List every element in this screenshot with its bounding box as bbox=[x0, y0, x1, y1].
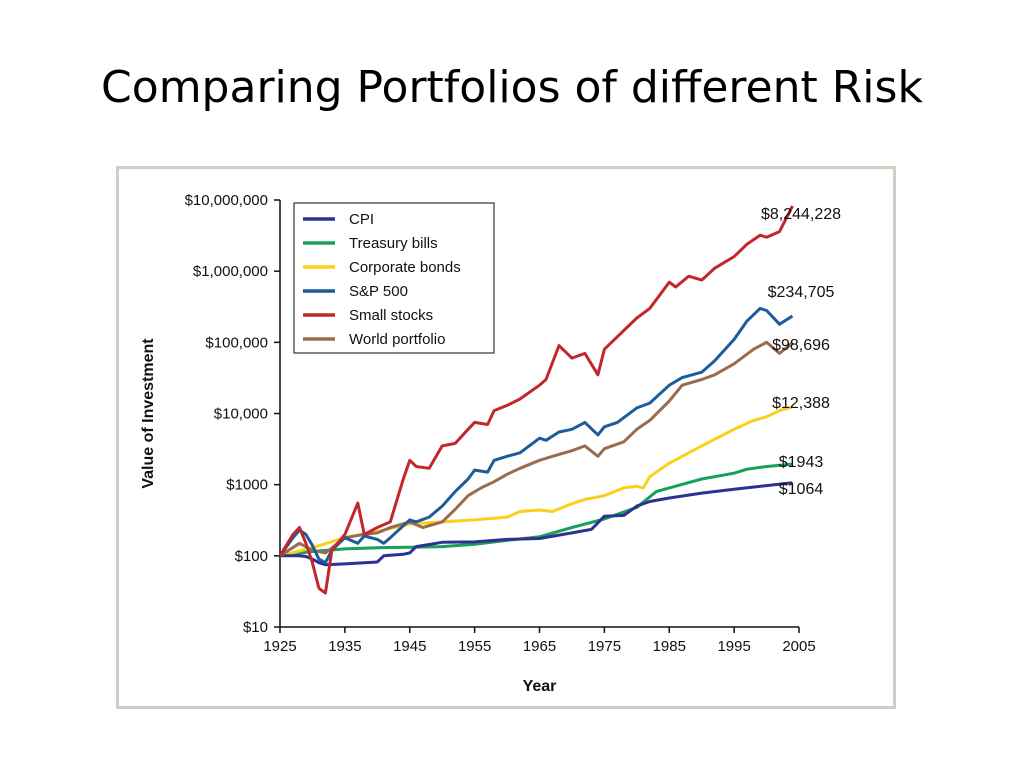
y-axis-title: Value of Investment bbox=[140, 338, 157, 489]
x-tick-label: 1925 bbox=[263, 638, 296, 655]
end-value-label: $234,705 bbox=[768, 284, 835, 301]
y-tick-label: $10 bbox=[243, 619, 268, 636]
legend-label: S&P 500 bbox=[349, 283, 408, 300]
x-tick-label: 1945 bbox=[393, 638, 426, 655]
series-line-small-stocks bbox=[278, 205, 794, 595]
x-tick-label: 1975 bbox=[588, 638, 621, 655]
end-value-label: $98,696 bbox=[772, 337, 830, 354]
legend-label: Corporate bonds bbox=[349, 259, 461, 276]
series-line-cpi bbox=[280, 481, 793, 567]
x-tick-label: 1935 bbox=[328, 638, 361, 655]
series-layer bbox=[278, 205, 794, 595]
y-tick-label: $100 bbox=[235, 548, 268, 565]
legend-label: Treasury bills bbox=[349, 235, 438, 252]
end-value-label: $8,244,228 bbox=[761, 206, 841, 223]
slide-title: Comparing Portfolios of different Risk bbox=[101, 62, 923, 113]
x-axis-title: Year bbox=[523, 678, 557, 695]
x-tick-label: 1955 bbox=[458, 638, 491, 655]
legend-box bbox=[293, 202, 495, 354]
y-tick-label: $10,000 bbox=[214, 406, 268, 423]
chart-frame: $10 $100 $1000 $10,000 $100,000 $1,000,000 $10… bbox=[116, 166, 896, 709]
legend-label: World portfolio bbox=[349, 331, 445, 348]
x-tick-label: 1985 bbox=[653, 638, 686, 655]
y-tick-label: $100,000 bbox=[205, 334, 268, 351]
legend: CPI Treasury bills Corporate bonds S&P 500 S… bbox=[293, 202, 495, 354]
x-tick-label: 1965 bbox=[523, 638, 556, 655]
y-tick-label: $10,000,000 bbox=[185, 192, 268, 209]
y-tick-label: $1000 bbox=[226, 477, 268, 494]
end-value-label: $12,388 bbox=[772, 395, 830, 412]
end-value-label: $1064 bbox=[779, 481, 824, 498]
legend-label: CPI bbox=[349, 211, 374, 228]
x-tick-label: 1995 bbox=[717, 638, 750, 655]
end-value-label: $1943 bbox=[779, 454, 824, 471]
end-labels: $1064 $1943 $12,388 $234,705 $8,244,228 $98,6… bbox=[761, 206, 841, 498]
x-tick-label: 2005 bbox=[782, 638, 815, 655]
y-tick-label: $1,000,000 bbox=[193, 263, 268, 280]
y-axis-ticks: $10 $100 $1000 $10,000 $100,000 $1,000,000 $10… bbox=[185, 192, 280, 636]
series-line-treasury-bills bbox=[279, 462, 793, 558]
series-line-world-portfolio bbox=[279, 340, 794, 558]
chart: $10 $100 $1000 $10,000 $100,000 $1,000,000 $10… bbox=[140, 192, 841, 695]
x-axis-ticks: 1925 1935 1945 1955 1965 1975 1985 1995 2005 bbox=[263, 627, 816, 655]
series-line-corporate-bonds bbox=[279, 405, 793, 558]
legend-label: Small stocks bbox=[349, 307, 433, 324]
